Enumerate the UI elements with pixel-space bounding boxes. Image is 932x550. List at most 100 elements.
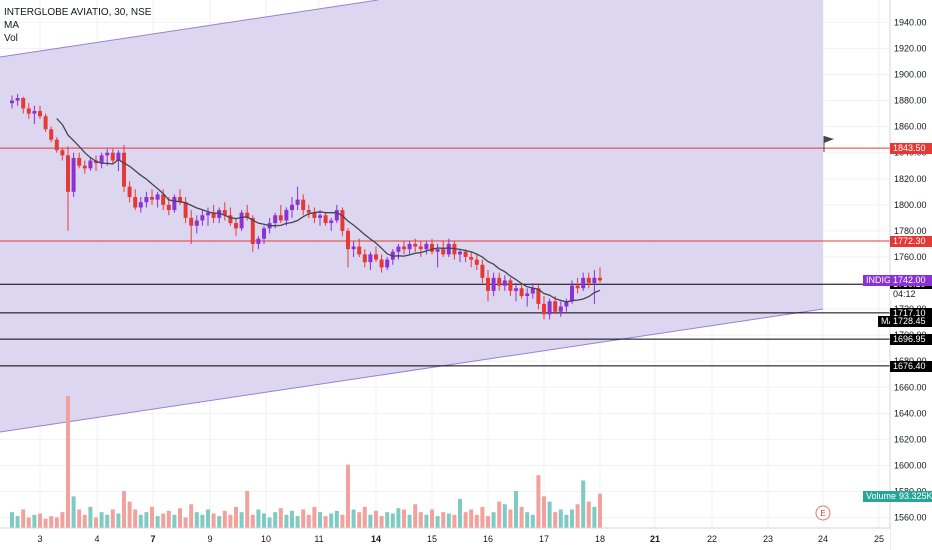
volume-bar: [558, 509, 563, 528]
chart-markers: E: [815, 136, 834, 521]
symbol-title[interactable]: INTERGLOBE AVIATIO, 30, NSE: [4, 7, 152, 18]
volume-bar: [491, 512, 496, 528]
candle-body: [116, 152, 121, 161]
channel-upper-edge: [0, 0, 379, 58]
volume-bar: [480, 506, 485, 528]
candle-body: [250, 217, 255, 244]
volume-bar: [553, 512, 558, 528]
volume-bar: [441, 512, 446, 528]
candle-body: [407, 243, 412, 250]
volume-bar: [189, 504, 194, 528]
volume-bar: [368, 514, 373, 528]
candle-body: [172, 197, 177, 211]
candle-body: [374, 254, 378, 260]
volume-bar: [452, 514, 457, 528]
volume-bar: [570, 509, 574, 528]
candle-body: [514, 288, 518, 291]
candle-body: [530, 288, 535, 294]
volume-bar: [228, 514, 233, 528]
time-tick-label: 23: [763, 534, 773, 544]
volume-bar: [222, 510, 227, 528]
volume-bar: [10, 512, 14, 528]
volume-bar: [150, 506, 154, 528]
time-tick-label: 11: [314, 534, 323, 544]
volume-bar: [262, 513, 266, 528]
volume-bar: [542, 496, 546, 528]
volume-bar: [194, 512, 199, 528]
candle-body: [60, 150, 65, 156]
volume-bar: [127, 501, 132, 528]
level-price-label: 1696.95: [890, 334, 932, 346]
volume-bar: [155, 516, 160, 528]
candle-body: [581, 277, 586, 289]
volume-bar: [486, 516, 490, 528]
price-tick-label: 1900.00: [894, 70, 927, 80]
candlesticks: [10, 94, 602, 320]
candle-body: [480, 264, 485, 278]
volume-bar: [138, 514, 143, 528]
ticker-badge: INDIGO: [863, 275, 898, 287]
candle-body: [256, 238, 261, 244]
candle-body: [206, 212, 210, 216]
volume-bar: [77, 509, 82, 528]
volume-bar: [334, 510, 339, 528]
time-axis[interactable]: 3 4 7 9 10 11 14 15 16 17 18 21 22 23 24 25: [0, 527, 890, 550]
volume-bar: [71, 496, 76, 528]
volume-bar: [418, 512, 423, 528]
time-tick-label: 25: [874, 534, 884, 544]
volume-bar: [116, 513, 121, 528]
price-tick-label: 1780.00: [894, 226, 927, 236]
volume-bar: [278, 508, 283, 528]
candle-body: [49, 129, 54, 140]
volume-bar: [318, 512, 322, 528]
candle-body: [486, 277, 490, 291]
volume-value-label: 93.325K: [896, 491, 932, 502]
horizontal-levels[interactable]: [0, 147, 890, 367]
volume-bar: [245, 491, 250, 528]
candle-body: [234, 223, 238, 229]
price-tick-label: 1600.00: [894, 460, 927, 470]
candle-body: [329, 220, 334, 224]
volume-bar: [172, 514, 177, 528]
candle-body: [82, 165, 87, 169]
candle-body: [586, 277, 591, 284]
vol-legend[interactable]: Vol: [4, 33, 18, 44]
volume-bar: [312, 506, 317, 528]
candle-body: [10, 100, 14, 104]
candle-body: [323, 215, 328, 224]
volume-bar: [497, 501, 502, 528]
candle-body: [32, 111, 37, 114]
price-axis[interactable]: 1940.001920.001900.001880.001860.001840.…: [889, 0, 932, 550]
candle-body: [133, 197, 138, 208]
ma-line: [56, 118, 601, 303]
price-tick-label: 1660.00: [894, 382, 927, 392]
candle-body: [66, 155, 70, 192]
candle-body: [88, 160, 93, 169]
candle-body: [385, 259, 390, 268]
candle-body: [38, 111, 42, 117]
candle-body: [553, 301, 558, 312]
candle-body: [194, 220, 199, 226]
time-tick-label: 18: [595, 534, 605, 544]
volume-bar: [346, 464, 350, 528]
volume-bar: [396, 508, 401, 528]
candle-body: [43, 116, 48, 130]
candle-body: [379, 259, 384, 268]
candle-body: [418, 246, 423, 250]
ma-legend[interactable]: MA: [4, 20, 19, 31]
ma-badge: MA: [878, 316, 895, 327]
candle-body: [334, 210, 339, 221]
volume-bar: [581, 480, 586, 528]
volume-bar: [306, 514, 311, 528]
channel-drawing[interactable]: [0, 0, 824, 433]
candle-body: [312, 212, 317, 218]
candle-body: [340, 210, 345, 231]
volume-bar: [267, 517, 272, 528]
volume-bar: [166, 510, 171, 528]
candle-body: [200, 215, 205, 221]
time-axis-bg: [0, 528, 890, 550]
volume-bar: [82, 514, 87, 528]
candle-body: [519, 288, 524, 297]
candle-body: [396, 246, 401, 252]
